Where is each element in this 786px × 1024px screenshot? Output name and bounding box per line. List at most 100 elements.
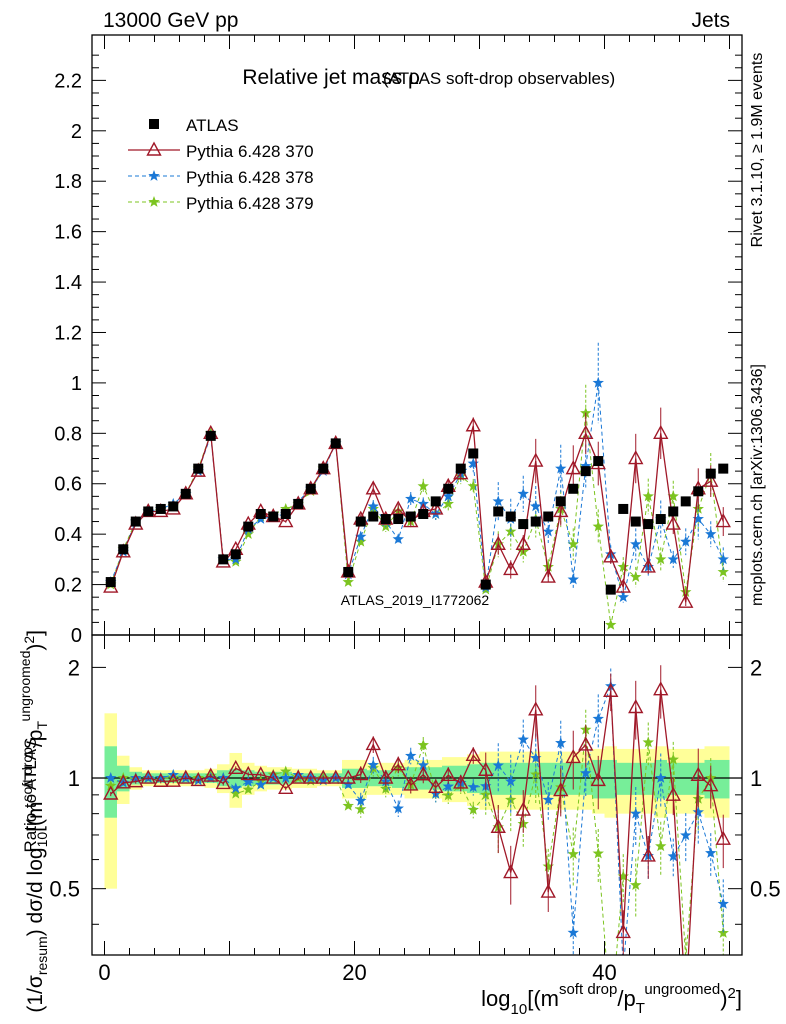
ratio-point	[215, 774, 231, 790]
data-point	[390, 500, 406, 515]
ratio-point	[315, 769, 331, 784]
legend-label: Pythia 6.428 379	[186, 194, 314, 213]
data-point	[430, 496, 441, 507]
data-point	[680, 535, 692, 547]
ratio-y-tick-label-right: 2	[750, 655, 762, 680]
data-point	[603, 548, 619, 563]
data-point	[268, 511, 279, 522]
ratio-point	[717, 897, 729, 909]
ratio-point	[130, 772, 142, 783]
ratio-point	[655, 840, 667, 852]
data-point	[365, 480, 381, 495]
data-point	[280, 508, 291, 519]
ratio-point	[355, 794, 367, 806]
series-line	[110, 382, 724, 600]
data-point	[580, 407, 592, 419]
legend-pythia-379	[128, 196, 180, 207]
data-point	[542, 560, 554, 572]
ylabel-part: ungroomed	[17, 651, 33, 722]
data-point	[318, 463, 329, 474]
xlabel-part: 10	[511, 1001, 528, 1018]
data-point	[553, 503, 569, 518]
data-point	[428, 500, 444, 515]
ylabel-part: 10	[34, 832, 50, 848]
data-point	[528, 452, 544, 467]
data-point	[442, 490, 454, 502]
data-point	[405, 492, 417, 504]
ratio-band-inner	[679, 762, 692, 795]
ylabel-part: (1/σ	[24, 975, 47, 1013]
ratio-point	[715, 830, 731, 845]
data-point	[567, 573, 579, 585]
ylabel-part: resum	[34, 936, 50, 975]
ratio-point	[542, 860, 554, 872]
ratio-point	[617, 870, 629, 882]
ratio-point	[290, 769, 306, 784]
data-point	[278, 513, 294, 528]
legend-marker	[146, 141, 162, 156]
data-point	[630, 538, 642, 550]
data-point	[168, 501, 179, 512]
ratio-point	[405, 749, 417, 761]
ratio-point	[115, 774, 131, 789]
ratio-point	[580, 767, 592, 779]
ratio-point	[505, 775, 517, 787]
y-tick-label: 2	[71, 121, 82, 143]
y-tick-label: 0.8	[54, 423, 82, 445]
ratio-y-tick-label-right: 0.5	[750, 877, 781, 902]
y-tick-label: 1	[71, 373, 82, 395]
ratio-point	[228, 759, 244, 775]
ratio-line	[110, 686, 724, 955]
ratio-point	[242, 783, 254, 795]
data-point	[655, 553, 667, 565]
data-point	[230, 549, 241, 560]
data-point	[380, 514, 391, 525]
data-point	[717, 553, 729, 565]
legend-label: ATLAS	[186, 116, 239, 135]
data-point	[542, 525, 554, 537]
data-point	[668, 506, 679, 517]
legend-marker	[148, 170, 160, 181]
ratio-point	[567, 848, 579, 860]
plot-subtitle: (ATLAS soft-drop observables)	[383, 69, 615, 88]
y-axis-label: (1/σresum) dσ/d log10[(msoft drop/pTungr…	[17, 630, 50, 1013]
ratio-point	[230, 782, 242, 794]
data-point	[592, 376, 604, 388]
ratio-point	[642, 736, 654, 748]
ratio-point	[342, 778, 354, 790]
ratio-band-inner	[604, 759, 617, 799]
ratio-point	[365, 735, 381, 751]
data-point	[518, 519, 529, 530]
ratio-point	[490, 818, 506, 833]
ylabel-part: )	[24, 644, 47, 651]
data-point	[630, 516, 641, 527]
data-point	[567, 538, 579, 550]
ratio-point	[255, 778, 267, 790]
x-tick-label: 40	[592, 960, 616, 985]
y-tick-label: 1.4	[54, 272, 82, 294]
data-point	[155, 503, 166, 514]
ratio-point	[492, 759, 504, 771]
xlabel-part: log	[481, 986, 510, 1011]
data-point	[503, 560, 519, 576]
data-point	[667, 553, 679, 565]
ratio-point	[618, 964, 629, 975]
ratio-point	[655, 772, 667, 783]
data-point	[715, 513, 731, 528]
analysis-watermark: ATLAS_2019_I1772062	[341, 592, 490, 608]
ratio-point	[528, 701, 544, 716]
ratio-point	[417, 759, 429, 771]
data-point	[628, 450, 644, 465]
ratio-point	[203, 767, 219, 782]
ratio-point	[105, 772, 117, 783]
data-point	[393, 514, 404, 525]
ratio-point	[717, 926, 729, 938]
ratio-point	[467, 781, 479, 793]
ratio-point	[705, 847, 717, 858]
data-point	[678, 593, 694, 608]
data-point	[218, 554, 229, 565]
ratio-point	[442, 780, 454, 792]
data-point	[355, 535, 367, 547]
data-point	[530, 500, 542, 512]
